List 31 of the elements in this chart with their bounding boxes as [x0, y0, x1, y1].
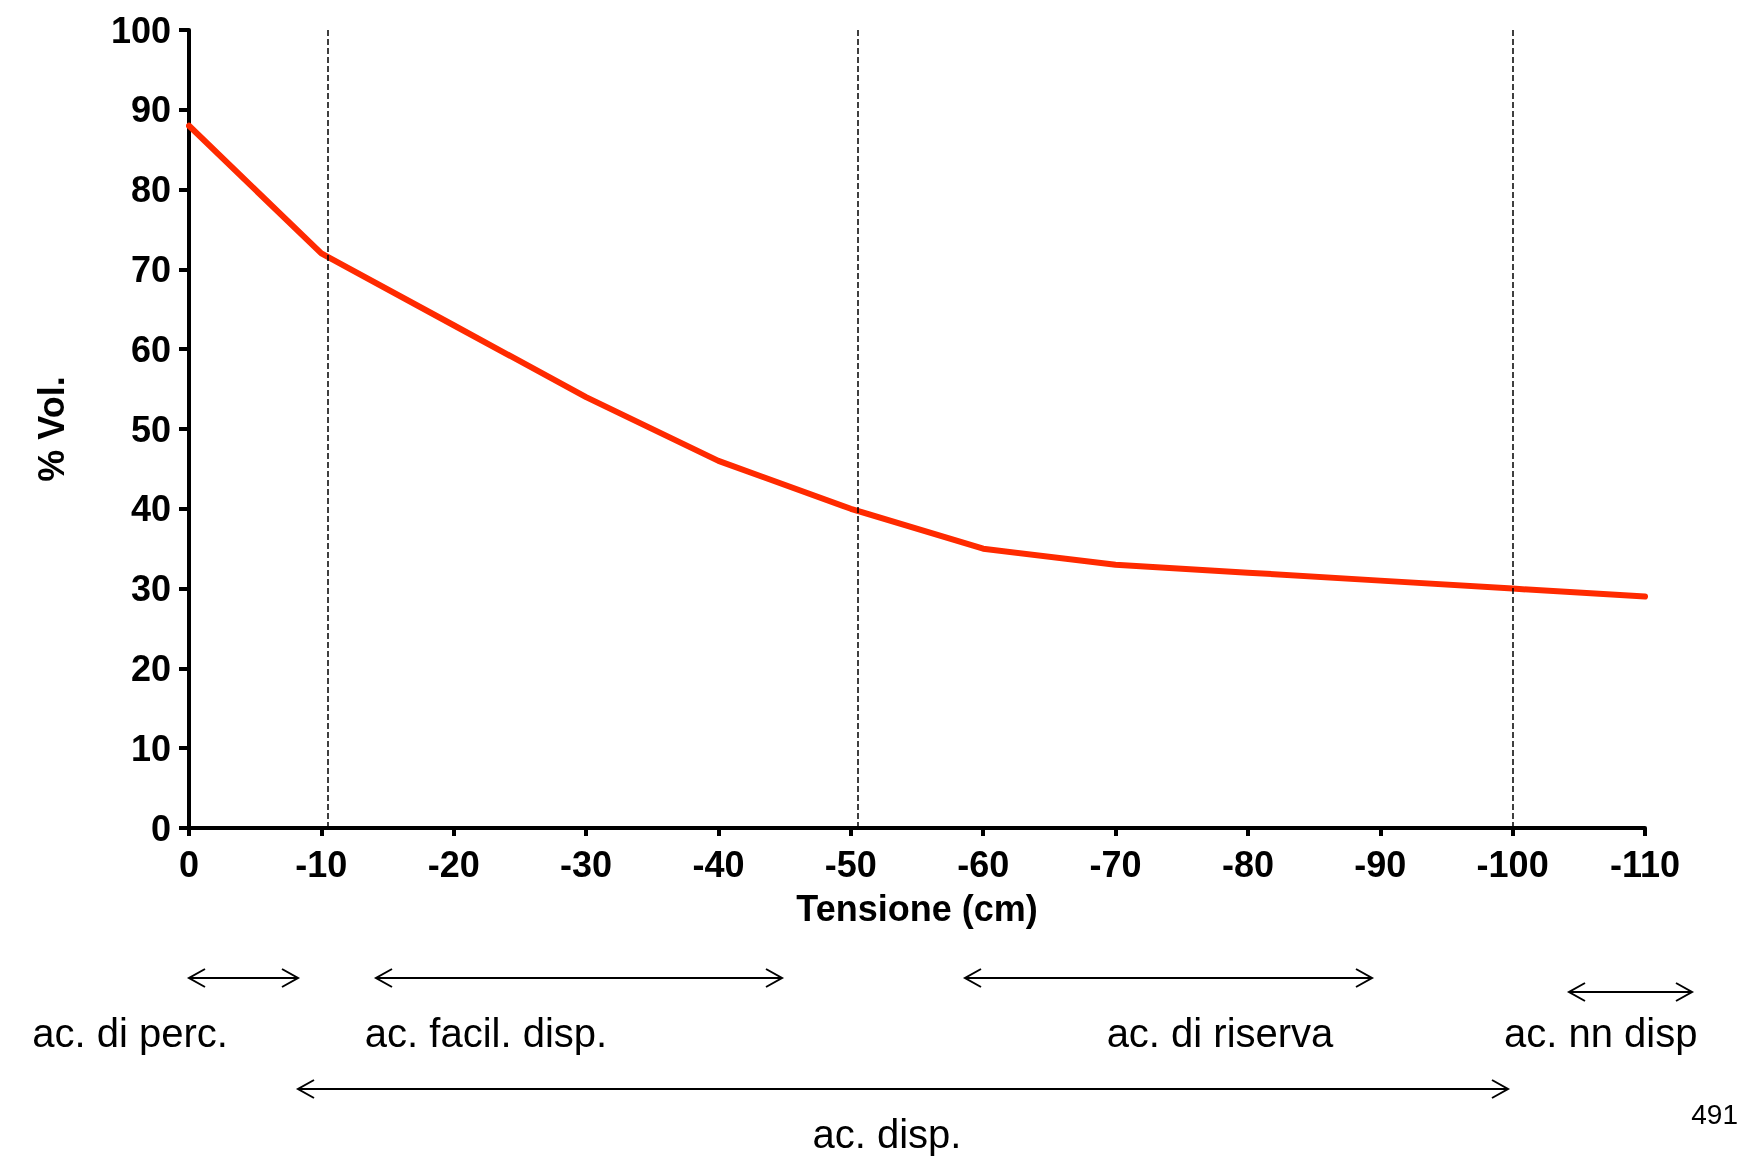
- y-tick-label: 80: [130, 169, 171, 211]
- y-tick-label: 70: [130, 248, 171, 290]
- x-tick-label: -50: [824, 843, 877, 885]
- text: ac. disp.: [812, 1112, 962, 1156]
- y-tick-label: 100: [110, 9, 171, 51]
- x-axis-title: Tensione (cm): [796, 887, 1038, 929]
- text: ac. di perc.: [32, 1011, 228, 1055]
- x-tick-label: -110: [1609, 843, 1681, 885]
- y-tick-label: 40: [130, 488, 171, 530]
- x-tick-label: 0: [178, 843, 200, 885]
- y-tick-label: 0: [150, 807, 171, 849]
- text: ac. di riserva: [1106, 1011, 1335, 1055]
- y-tick-label: 90: [130, 89, 171, 131]
- x-tick-label: -20: [427, 843, 480, 885]
- y-tick-label: 50: [130, 408, 171, 450]
- text: ac. facil. disp.: [364, 1011, 608, 1055]
- x-tick-label: -30: [560, 843, 613, 885]
- text: 491: [1691, 1099, 1738, 1130]
- x-tick-label: -10: [295, 843, 348, 885]
- x-tick-label: -40: [692, 843, 745, 885]
- y-tick-label: 20: [130, 647, 171, 689]
- x-tick-label: -90: [1354, 843, 1407, 885]
- x-tick-label: -60: [957, 843, 1010, 885]
- y-tick-label: 60: [130, 328, 171, 370]
- y-tick-label: 10: [130, 727, 171, 769]
- x-tick-label: -70: [1089, 843, 1142, 885]
- x-tick-label: -80: [1221, 843, 1274, 885]
- y-axis-title: % Vol.: [30, 376, 72, 482]
- y-tick-label: 30: [130, 568, 171, 610]
- x-tick-label: -100: [1476, 843, 1549, 885]
- text: ac. nn disp: [1504, 1011, 1698, 1055]
